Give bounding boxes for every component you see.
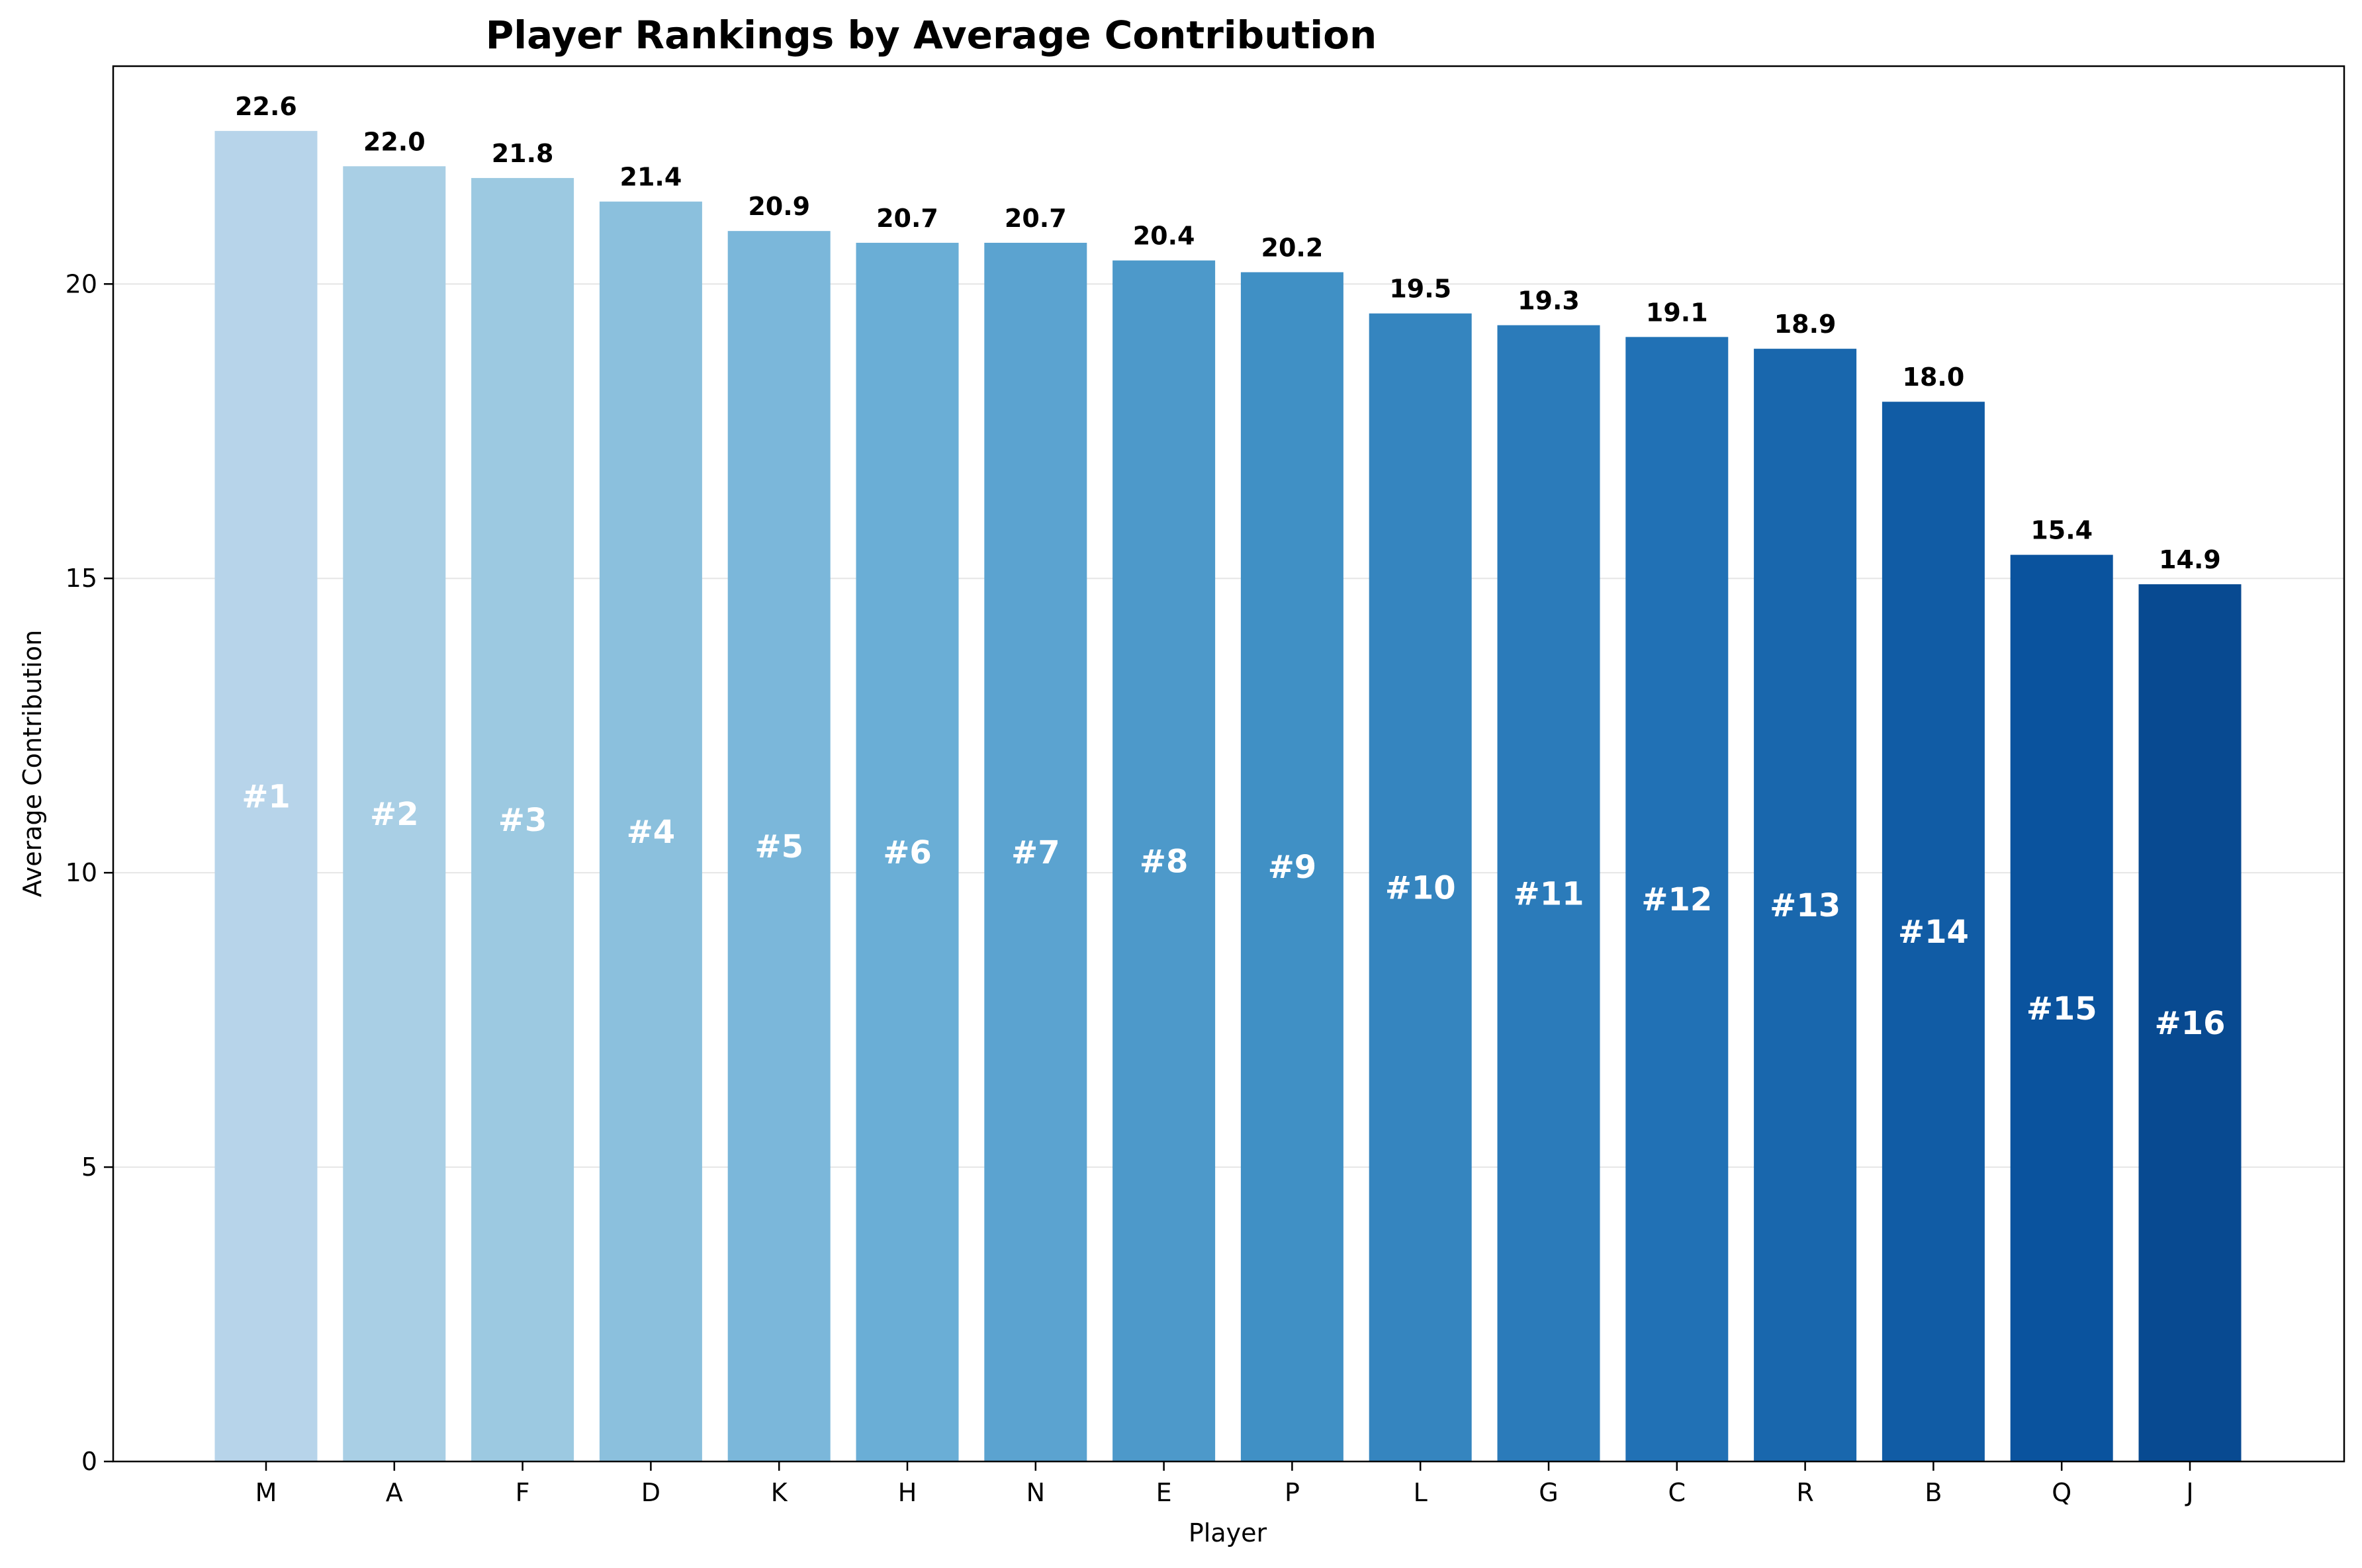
y-tick-label: 20 [66, 269, 97, 298]
value-label-D: 21.4 [620, 163, 682, 192]
value-label-K: 20.9 [748, 192, 810, 221]
bar-R [1754, 349, 1857, 1462]
bar-N [984, 242, 1087, 1461]
rank-label-G: #11 [1513, 875, 1584, 912]
bar-C [1625, 337, 1729, 1461]
x-tick-label-L: L [1414, 1478, 1428, 1507]
x-tick-label-P: P [1285, 1478, 1300, 1507]
bar-L [1369, 313, 1472, 1461]
rank-label-F: #3 [498, 802, 547, 839]
value-label-M: 22.6 [235, 92, 297, 121]
x-tick-label-H: H [898, 1478, 917, 1507]
bar-F [471, 178, 574, 1462]
bar-G [1497, 325, 1600, 1461]
x-tick-label-F: F [516, 1478, 530, 1507]
value-label-B: 18.0 [1903, 363, 1965, 392]
rank-label-E: #8 [1140, 843, 1189, 880]
y-axis-label: Average Contribution [18, 630, 47, 897]
grid-lines [113, 283, 2344, 1168]
value-label-R: 18.9 [1774, 310, 1837, 339]
axis-ticks: 0 5 10 15 20 M A F D K H N E P L G C R B Q J [66, 269, 2194, 1507]
bar-J [2138, 584, 2242, 1461]
rank-label-C: #12 [1641, 881, 1712, 918]
rank-label-N: #7 [1011, 834, 1060, 871]
y-tick-label: 5 [81, 1153, 97, 1182]
bar-E [1113, 260, 1216, 1462]
rank-label-D: #4 [627, 814, 676, 851]
rank-label-H: #6 [883, 834, 932, 871]
value-label-G: 19.3 [1518, 286, 1580, 316]
x-tick-label-R: R [1796, 1478, 1813, 1507]
rank-label-Q: #15 [2026, 990, 2097, 1027]
bar-H [856, 242, 959, 1461]
bar-A [343, 166, 446, 1462]
x-tick-label-M: M [255, 1478, 277, 1507]
value-label-C: 19.1 [1646, 298, 1708, 327]
value-label-Q: 15.4 [2030, 516, 2093, 545]
value-label-H: 20.7 [876, 204, 938, 233]
x-tick-label-A: A [386, 1478, 403, 1507]
x-tick-label-D: D [641, 1478, 660, 1507]
plot-frame [112, 65, 2345, 1463]
x-tick-label-J: J [2185, 1478, 2193, 1507]
bar-D [599, 201, 702, 1461]
y-tick-label: 15 [66, 564, 97, 593]
rank-label-R: #13 [1770, 887, 1840, 924]
value-label-E: 20.4 [1133, 222, 1195, 251]
x-tick-label-B: B [1925, 1478, 1942, 1507]
rank-label-M: #1 [242, 778, 291, 815]
rank-label-L: #10 [1385, 869, 1456, 906]
y-tick-label: 10 [66, 858, 97, 887]
y-tick-label: 0 [81, 1447, 97, 1476]
x-tick-label-K: K [771, 1478, 788, 1507]
chart-title: Player Rankings by Average Contribution [486, 13, 1377, 58]
x-axis-label: Player [1189, 1518, 1267, 1547]
value-label-J: 14.9 [2159, 545, 2221, 574]
x-tick-label-E: E [1156, 1478, 1172, 1507]
bar-labels: 22.6 #1 22.0 #2 21.8 #3 21.4 #4 20.9 #5 20.7 #6 20.7… [235, 92, 2225, 1042]
bar-P [1240, 272, 1343, 1461]
value-label-P: 20.2 [1261, 233, 1324, 262]
x-tick-label-G: G [1539, 1478, 1558, 1507]
bar-Q [2010, 554, 2113, 1461]
bar-K [727, 231, 831, 1461]
value-label-N: 20.7 [1005, 204, 1067, 233]
x-tick-label-Q: Q [2052, 1478, 2071, 1507]
x-tick-label-C: C [1668, 1478, 1686, 1507]
bar-M [214, 130, 318, 1461]
bar-B [1882, 402, 1985, 1462]
value-label-L: 19.5 [1389, 275, 1451, 304]
value-label-A: 22.0 [363, 127, 426, 156]
rank-label-B: #14 [1898, 914, 1969, 951]
value-label-F: 21.8 [492, 139, 554, 168]
bars [214, 130, 2242, 1462]
rank-label-K: #5 [754, 828, 803, 865]
rank-label-J: #16 [2154, 1005, 2225, 1042]
rank-label-A: #2 [370, 796, 419, 833]
x-tick-label-N: N [1026, 1478, 1045, 1507]
rank-label-P: #9 [1268, 849, 1317, 886]
